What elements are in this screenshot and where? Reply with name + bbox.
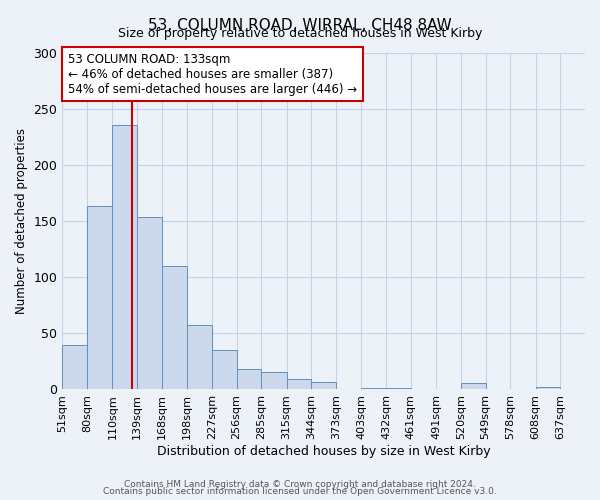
Text: Contains public sector information licensed under the Open Government Licence v3: Contains public sector information licen… xyxy=(103,487,497,496)
Bar xyxy=(87,206,112,389)
Y-axis label: Number of detached properties: Number of detached properties xyxy=(15,128,28,314)
Bar xyxy=(236,369,261,389)
Text: 53 COLUMN ROAD: 133sqm
← 46% of detached houses are smaller (387)
54% of semi-de: 53 COLUMN ROAD: 133sqm ← 46% of detached… xyxy=(68,52,356,96)
Bar xyxy=(62,345,87,389)
Bar xyxy=(361,388,386,389)
Text: 53, COLUMN ROAD, WIRRAL, CH48 8AW: 53, COLUMN ROAD, WIRRAL, CH48 8AW xyxy=(148,18,452,32)
Bar xyxy=(311,382,336,389)
Text: Size of property relative to detached houses in West Kirby: Size of property relative to detached ho… xyxy=(118,28,482,40)
Text: Contains HM Land Registry data © Crown copyright and database right 2024.: Contains HM Land Registry data © Crown c… xyxy=(124,480,476,489)
Bar xyxy=(536,386,560,389)
Bar xyxy=(261,372,287,389)
Bar xyxy=(187,325,212,389)
Bar xyxy=(112,126,137,389)
X-axis label: Distribution of detached houses by size in West Kirby: Distribution of detached houses by size … xyxy=(157,444,490,458)
Bar xyxy=(386,388,411,389)
Bar xyxy=(137,218,162,389)
Bar xyxy=(212,350,236,389)
Bar xyxy=(287,379,311,389)
Bar xyxy=(162,266,187,389)
Bar xyxy=(461,384,485,389)
